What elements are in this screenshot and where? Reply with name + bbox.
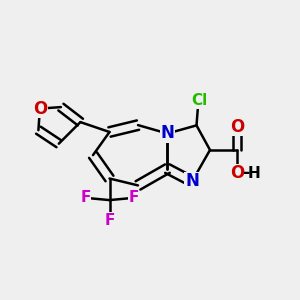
Text: F: F	[80, 190, 91, 205]
Text: O: O	[230, 164, 244, 182]
Text: O: O	[230, 118, 244, 136]
Text: F: F	[128, 190, 139, 205]
Text: H: H	[248, 166, 261, 181]
Text: F: F	[104, 213, 115, 228]
Text: N: N	[185, 172, 199, 190]
Text: -: -	[244, 164, 251, 182]
Text: N: N	[160, 124, 174, 142]
Text: Cl: Cl	[191, 93, 208, 108]
Text: O: O	[33, 100, 47, 118]
